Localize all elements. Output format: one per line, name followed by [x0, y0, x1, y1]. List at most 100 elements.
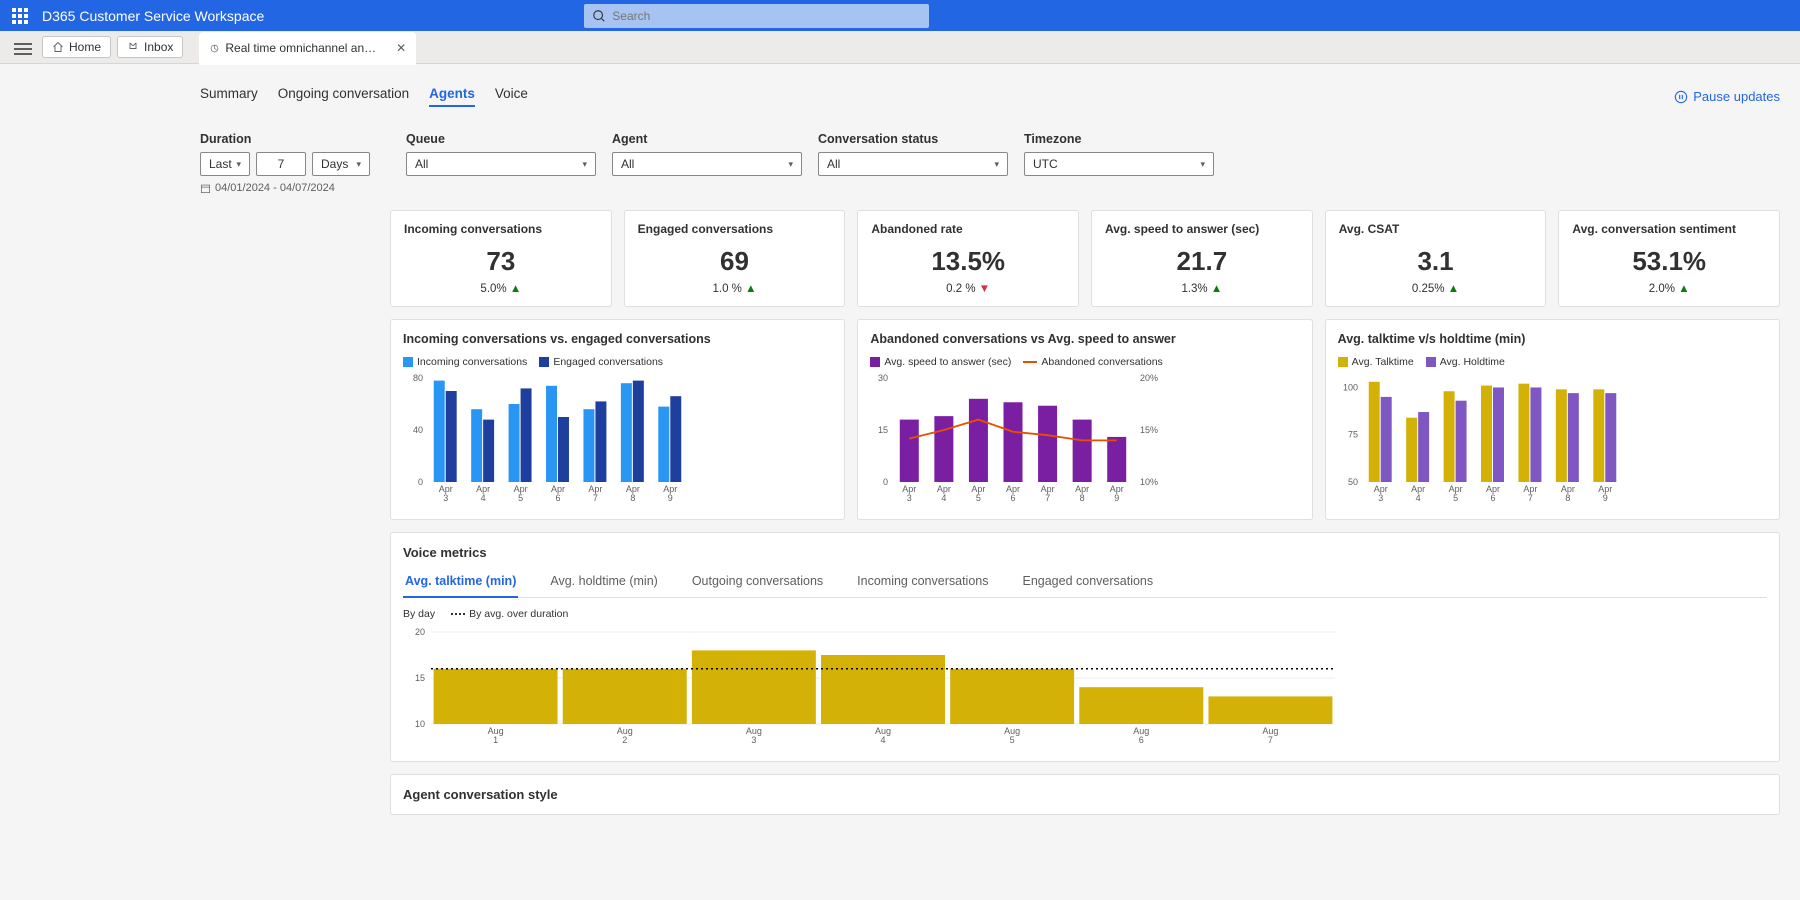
svg-text:3: 3: [1378, 493, 1383, 503]
svg-text:4: 4: [1415, 493, 1420, 503]
svg-text:4: 4: [481, 493, 486, 503]
voice-chart-svg: 101520Aug1Aug2Aug3Aug4Aug5Aug6Aug7: [403, 626, 1343, 746]
svg-text:75: 75: [1348, 430, 1358, 440]
report-tabs: Summary Ongoing conversation Agents Voice P…: [200, 64, 1780, 117]
svg-text:6: 6: [555, 493, 560, 503]
svg-text:6: 6: [1139, 735, 1144, 745]
duration-label: Duration: [200, 132, 390, 146]
voice-tab[interactable]: Outgoing conversations: [690, 574, 825, 597]
voice-tab[interactable]: Avg. talktime (min): [403, 574, 518, 598]
voice-tab[interactable]: Engaged conversations: [1020, 574, 1155, 597]
svg-text:3: 3: [751, 735, 756, 745]
svg-text:0: 0: [418, 477, 423, 487]
svg-text:9: 9: [668, 493, 673, 503]
report-tab-summary[interactable]: Summary: [200, 86, 258, 107]
svg-text:15%: 15%: [1140, 425, 1158, 435]
svg-text:7: 7: [1045, 493, 1050, 503]
svg-text:9: 9: [1602, 493, 1607, 503]
svg-text:5: 5: [1010, 735, 1015, 745]
voice-metrics-card: Voice metrics Avg. talktime (min)Avg. ho…: [390, 532, 1780, 762]
svg-text:2: 2: [622, 735, 627, 745]
report-tab-voice[interactable]: Voice: [495, 86, 528, 107]
kpi-card: Abandoned rate 13.5% 0.2 % ▼: [857, 210, 1079, 307]
queue-select[interactable]: All▾: [406, 152, 596, 176]
duration-value-input[interactable]: 7: [256, 152, 306, 176]
svg-text:8: 8: [1080, 493, 1085, 503]
search-box[interactable]: [584, 4, 929, 28]
svg-text:50: 50: [1348, 477, 1358, 487]
chart1-svg: 04080Apr3Apr4Apr5Apr6Apr7Apr8Apr9: [403, 374, 693, 504]
tab-label: Real time omnichannel an…: [225, 41, 376, 55]
report-icon: [209, 43, 220, 54]
status-label: Conversation status: [818, 132, 1008, 146]
svg-text:6: 6: [1490, 493, 1495, 503]
search-input[interactable]: [612, 9, 921, 23]
inbox-button[interactable]: Inbox: [117, 36, 183, 58]
svg-text:3: 3: [443, 493, 448, 503]
kpi-card: Avg. CSAT 3.1 0.25% ▲: [1325, 210, 1547, 307]
chart-row: Incoming conversations vs. engaged conve…: [390, 319, 1780, 520]
top-app-bar: D365 Customer Service Workspace: [0, 0, 1800, 31]
svg-text:15: 15: [878, 425, 888, 435]
timezone-label: Timezone: [1024, 132, 1214, 146]
voice-tab[interactable]: Incoming conversations: [855, 574, 990, 597]
hamburger-icon[interactable]: [14, 40, 32, 54]
svg-text:8: 8: [630, 493, 635, 503]
chart2-svg: 0153010%15%20%Apr3Apr4Apr5Apr6Apr7Apr8Ap…: [870, 374, 1160, 504]
svg-text:6: 6: [1011, 493, 1016, 503]
filter-bar: Duration Last▾ 7 Days▾ 04/01/2024 - 04/0…: [200, 117, 1780, 198]
chart-incoming-engaged: Incoming conversations vs. engaged conve…: [390, 319, 845, 520]
svg-text:7: 7: [1268, 735, 1273, 745]
inbox-icon: [127, 41, 139, 53]
svg-text:10%: 10%: [1140, 477, 1158, 487]
kpi-card: Avg. speed to answer (sec) 21.7 1.3% ▲: [1091, 210, 1313, 307]
report-tab-agents[interactable]: Agents: [429, 86, 475, 107]
date-range-display: 04/01/2024 - 04/07/2024: [200, 182, 390, 194]
duration-unit-select[interactable]: Days▾: [312, 152, 370, 176]
home-label: Home: [69, 40, 101, 54]
svg-text:20%: 20%: [1140, 374, 1158, 383]
kpi-card: Avg. conversation sentiment 53.1% 2.0% ▲: [1558, 210, 1780, 307]
chart-abandoned-speed: Abandoned conversations vs Avg. speed to…: [857, 319, 1312, 520]
agent-select[interactable]: All▾: [612, 152, 802, 176]
svg-text:9: 9: [1115, 493, 1120, 503]
pause-icon: [1674, 90, 1688, 104]
queue-label: Queue: [406, 132, 596, 146]
chart-talktime-holdtime: Avg. talktime v/s holdtime (min) Avg. Ta…: [1325, 319, 1780, 520]
status-select[interactable]: All▾: [818, 152, 1008, 176]
calendar-icon: [200, 183, 211, 194]
kpi-row: Incoming conversations 73 5.0% ▲Engaged …: [390, 210, 1780, 307]
svg-text:10: 10: [415, 719, 425, 729]
search-icon: [592, 9, 606, 23]
voice-tab[interactable]: Avg. holdtime (min): [548, 574, 659, 597]
kpi-card: Incoming conversations 73 5.0% ▲: [390, 210, 612, 307]
home-icon: [52, 41, 64, 53]
svg-text:5: 5: [1453, 493, 1458, 503]
active-tab[interactable]: Real time omnichannel an… ✕: [199, 32, 416, 65]
close-tab-icon[interactable]: ✕: [396, 41, 406, 55]
inbox-label: Inbox: [144, 40, 173, 54]
duration-mode-select[interactable]: Last▾: [200, 152, 250, 176]
svg-text:5: 5: [976, 493, 981, 503]
svg-text:1: 1: [493, 735, 498, 745]
app-title: D365 Customer Service Workspace: [42, 8, 264, 24]
pause-updates-button[interactable]: Pause updates: [1674, 89, 1780, 104]
home-button[interactable]: Home: [42, 36, 111, 58]
svg-text:4: 4: [880, 735, 885, 745]
svg-text:8: 8: [1565, 493, 1570, 503]
svg-text:15: 15: [415, 673, 425, 683]
chart3-svg: 5075100Apr3Apr4Apr5Apr6Apr7Apr8Apr9: [1338, 374, 1628, 504]
agent-label: Agent: [612, 132, 802, 146]
svg-text:3: 3: [907, 493, 912, 503]
toolbar: Home Inbox Real time omnichannel an… ✕: [0, 31, 1800, 64]
app-launcher-icon[interactable]: [12, 8, 28, 24]
timezone-select[interactable]: UTC▾: [1024, 152, 1214, 176]
report-tab-ongoing-conversation[interactable]: Ongoing conversation: [278, 86, 409, 107]
svg-text:100: 100: [1343, 382, 1358, 392]
svg-text:0: 0: [883, 477, 888, 487]
svg-text:4: 4: [942, 493, 947, 503]
svg-text:20: 20: [415, 627, 425, 637]
kpi-card: Engaged conversations 69 1.0 % ▲: [624, 210, 846, 307]
svg-text:30: 30: [878, 374, 888, 383]
svg-text:5: 5: [518, 493, 523, 503]
